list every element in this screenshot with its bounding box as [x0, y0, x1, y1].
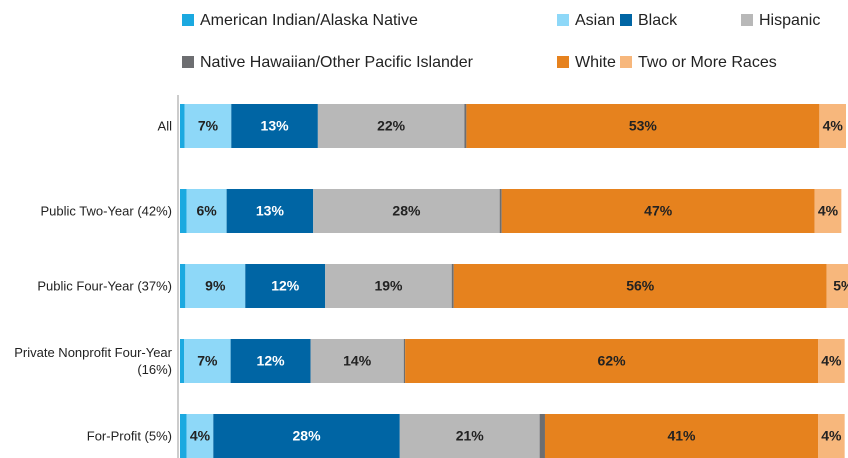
bar-segment	[819, 104, 846, 148]
bar-segment	[539, 414, 545, 458]
legend-label: Asian	[575, 12, 615, 29]
bar-segment	[826, 264, 848, 308]
legend-label: Native Hawaiian/Other Pacific Islander	[200, 54, 474, 71]
data-label: 4%	[190, 428, 211, 444]
bar-segment	[185, 264, 246, 308]
data-label: 4%	[821, 353, 842, 369]
data-label: 19%	[374, 278, 403, 294]
data-label: 28%	[392, 203, 421, 219]
data-label: 56%	[626, 278, 655, 294]
bar-segment	[231, 104, 318, 148]
bar-segment	[213, 414, 400, 458]
legend-swatch	[557, 56, 569, 68]
bar-segment	[186, 414, 214, 458]
bar-segment	[818, 414, 845, 458]
data-label: 41%	[667, 428, 696, 444]
bar-segment	[451, 264, 454, 308]
bar-segment	[818, 339, 845, 383]
data-label: 14%	[343, 353, 372, 369]
bar-segment	[814, 189, 842, 233]
bar-segment	[184, 104, 232, 148]
legend-swatch	[741, 14, 753, 26]
legend-label: Hispanic	[759, 12, 820, 29]
data-label: 13%	[256, 203, 285, 219]
legend-swatch	[620, 56, 632, 68]
data-label: 4%	[821, 428, 842, 444]
data-label: 6%	[197, 203, 218, 219]
bar-segment	[186, 189, 227, 233]
bar-segment	[245, 264, 326, 308]
bar-segment	[499, 189, 502, 233]
data-label: 12%	[271, 278, 300, 294]
data-label: 53%	[629, 118, 658, 134]
bar-segment	[230, 339, 311, 383]
bar-segment	[399, 414, 540, 458]
category-label: Private Nonprofit Four-Year (16%)	[14, 345, 172, 377]
category-label: Public Two-Year (42%)	[40, 203, 172, 219]
bar-segment	[403, 339, 406, 383]
bar-segment	[180, 339, 184, 383]
bar-segment	[325, 264, 452, 308]
bar-segment	[226, 189, 314, 233]
bar-segment	[464, 104, 467, 148]
bar-segment	[180, 264, 186, 308]
bar-segment	[180, 189, 187, 233]
data-label: 4%	[818, 203, 839, 219]
legend-label: White	[575, 54, 616, 71]
bar-segment	[310, 339, 404, 383]
legend-swatch	[182, 56, 194, 68]
legend-swatch	[182, 14, 194, 26]
legend-label: Two or More Races	[638, 54, 777, 71]
bar-segment	[317, 104, 465, 148]
data-label: 12%	[257, 353, 286, 369]
data-label: 4%	[823, 118, 844, 134]
category-label: All	[157, 118, 172, 134]
category-label: Public Four-Year (37%)	[37, 278, 172, 294]
bar-segment	[183, 339, 231, 383]
bar-segment	[501, 189, 815, 233]
data-label: 62%	[598, 353, 627, 369]
data-label: 7%	[198, 118, 219, 134]
data-label: 21%	[456, 428, 485, 444]
legend-label: Black	[638, 12, 678, 29]
bar-segment	[466, 104, 820, 148]
data-label: 13%	[261, 118, 290, 134]
bar-segment	[180, 104, 185, 148]
data-label: 28%	[293, 428, 322, 444]
bar-segment	[180, 414, 187, 458]
bar-segment	[405, 339, 819, 383]
legend-label: American Indian/Alaska Native	[200, 12, 418, 29]
legend-swatch	[620, 14, 632, 26]
data-label: 9%	[205, 278, 226, 294]
bar-segment	[453, 264, 827, 308]
data-label: 5%	[833, 278, 848, 294]
bar-segment	[313, 189, 500, 233]
data-label: 22%	[377, 118, 406, 134]
bar-segment	[544, 414, 819, 458]
legend-swatch	[557, 14, 569, 26]
data-label: 47%	[644, 203, 673, 219]
data-label: 7%	[197, 353, 218, 369]
category-label: For-Profit (5%)	[86, 428, 172, 444]
